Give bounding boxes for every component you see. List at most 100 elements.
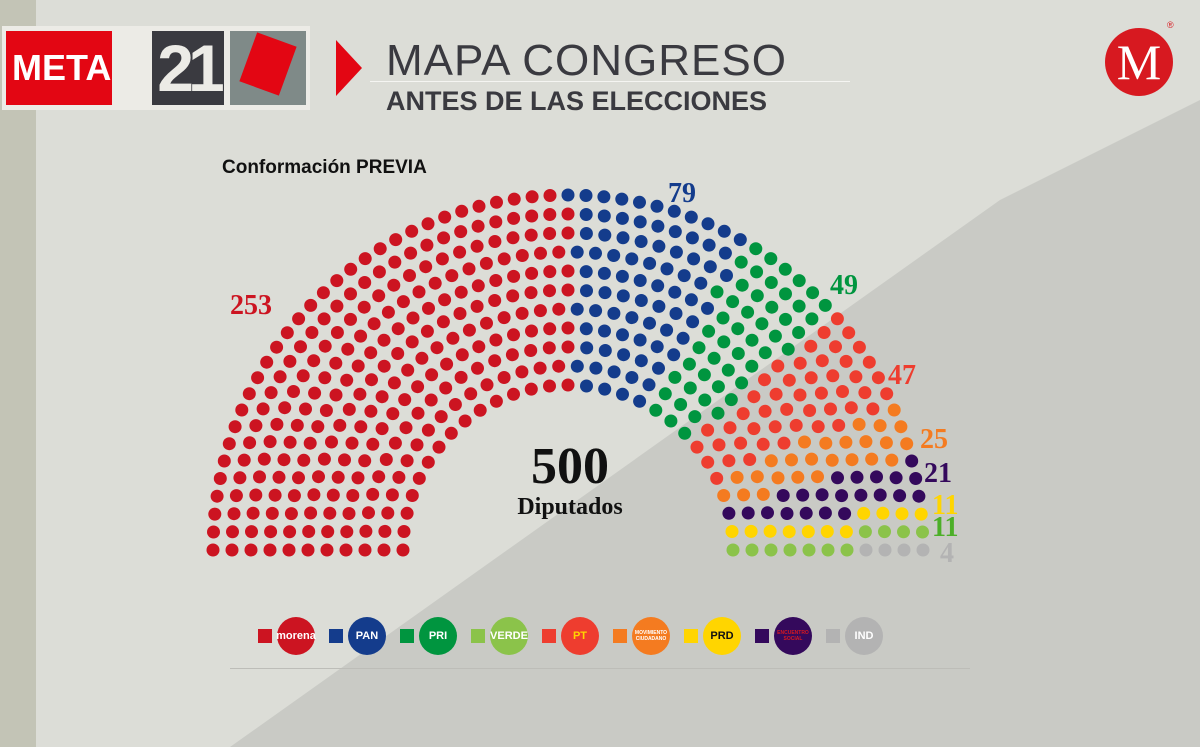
legend-swatch (826, 629, 840, 643)
seat-morena (401, 363, 415, 377)
seat-morena (290, 418, 304, 432)
seat-morena (430, 341, 444, 355)
seat-morena (362, 506, 375, 520)
seat-morena (552, 359, 566, 373)
seat-morena (480, 316, 493, 330)
seat-morena (543, 189, 557, 202)
party-logo: ENCUENTRO SOCIAL (774, 617, 812, 655)
seat-morena (385, 488, 399, 502)
seat-morena (353, 387, 367, 401)
seat-movimiento-ciudadano (798, 435, 811, 449)
seat-morena (340, 373, 354, 387)
seat-prd (839, 525, 853, 539)
seat-verde (878, 525, 891, 539)
seat-morena (278, 401, 292, 415)
seat-pan (634, 354, 648, 368)
seat-morena (561, 226, 575, 240)
seat-morena (391, 322, 405, 336)
seat-morena (345, 436, 359, 450)
seat-pt (793, 356, 807, 370)
seat-morena (311, 420, 325, 434)
seat-morena (222, 437, 236, 451)
seat-encuentro-social (831, 471, 844, 485)
seat-pan (598, 324, 611, 338)
seat-morena (237, 453, 251, 467)
seat-morena (365, 373, 378, 387)
seat-morena (454, 225, 468, 239)
seat-morena (464, 387, 478, 401)
seat-pan (717, 224, 731, 238)
seat-morena (473, 403, 487, 417)
seat-morena (257, 452, 271, 466)
seat-prd (876, 506, 890, 520)
seat-morena (471, 219, 485, 233)
seat-morena (388, 255, 402, 269)
seat-morena (319, 404, 333, 417)
seat-pan (598, 344, 612, 357)
seat-pri (749, 242, 763, 256)
seat-morena (375, 390, 389, 404)
seat-pri (745, 359, 759, 373)
seat-morena (340, 525, 354, 539)
seat-morena (378, 524, 392, 538)
seat-morena (387, 376, 401, 390)
seat-pan (684, 210, 698, 224)
seat-pan (652, 361, 665, 375)
legend-swatch (471, 629, 485, 643)
seat-pt (866, 402, 880, 416)
seat-morena (329, 356, 343, 370)
seat-morena (489, 274, 503, 287)
seat-verde (745, 543, 759, 557)
seat-morena (377, 359, 391, 373)
seat-pan (651, 279, 665, 293)
seat-morena (490, 195, 503, 209)
seat-morena (515, 306, 529, 320)
seat-morena (436, 315, 450, 329)
seat-morena (351, 471, 365, 485)
seat-morena (225, 543, 239, 557)
seat-pri (724, 393, 738, 407)
seat-prd (914, 507, 928, 521)
seat-morena (299, 402, 312, 416)
seat-pri (664, 414, 678, 428)
seat-morena (561, 264, 575, 278)
seat-morena (344, 287, 357, 301)
seat-morena (387, 278, 401, 292)
seat-morena (330, 274, 344, 288)
seat-morena (317, 312, 331, 326)
seat-morena (242, 387, 256, 401)
seat-morena (552, 245, 566, 259)
seat-verde (726, 543, 740, 557)
seat-morena (404, 246, 418, 260)
seat-morena (420, 324, 434, 338)
seat-morena (338, 453, 351, 467)
seat-pt (804, 371, 818, 385)
seat-encuentro-social (799, 506, 813, 520)
seat-pri (755, 317, 769, 331)
seat-morena (227, 507, 241, 521)
seat-pan (580, 284, 593, 298)
legend-swatch (329, 629, 343, 643)
seat-pt (768, 420, 782, 434)
seat-movimiento-ciudadano (845, 453, 859, 467)
seat-morena (437, 231, 451, 245)
seat-morena (399, 421, 413, 435)
seat-morena (497, 252, 511, 266)
seat-movimiento-ciudadano (811, 470, 824, 484)
seat-pan (633, 394, 647, 408)
seat-morena (287, 385, 300, 398)
seat-morena (507, 192, 521, 206)
seat-pan (617, 348, 631, 362)
seat-pan (660, 323, 674, 337)
seat-morena (396, 295, 410, 309)
page-subtitle: ANTES DE LAS ELECCIONES (386, 86, 768, 116)
seat-morena (346, 489, 360, 502)
seat-pri (806, 286, 820, 300)
seat-morena (561, 283, 575, 297)
seat-morena (472, 199, 486, 213)
seat-pan (615, 211, 629, 225)
seat-morena (533, 304, 547, 318)
seat-morena (507, 387, 520, 401)
seat-pan (570, 302, 584, 316)
